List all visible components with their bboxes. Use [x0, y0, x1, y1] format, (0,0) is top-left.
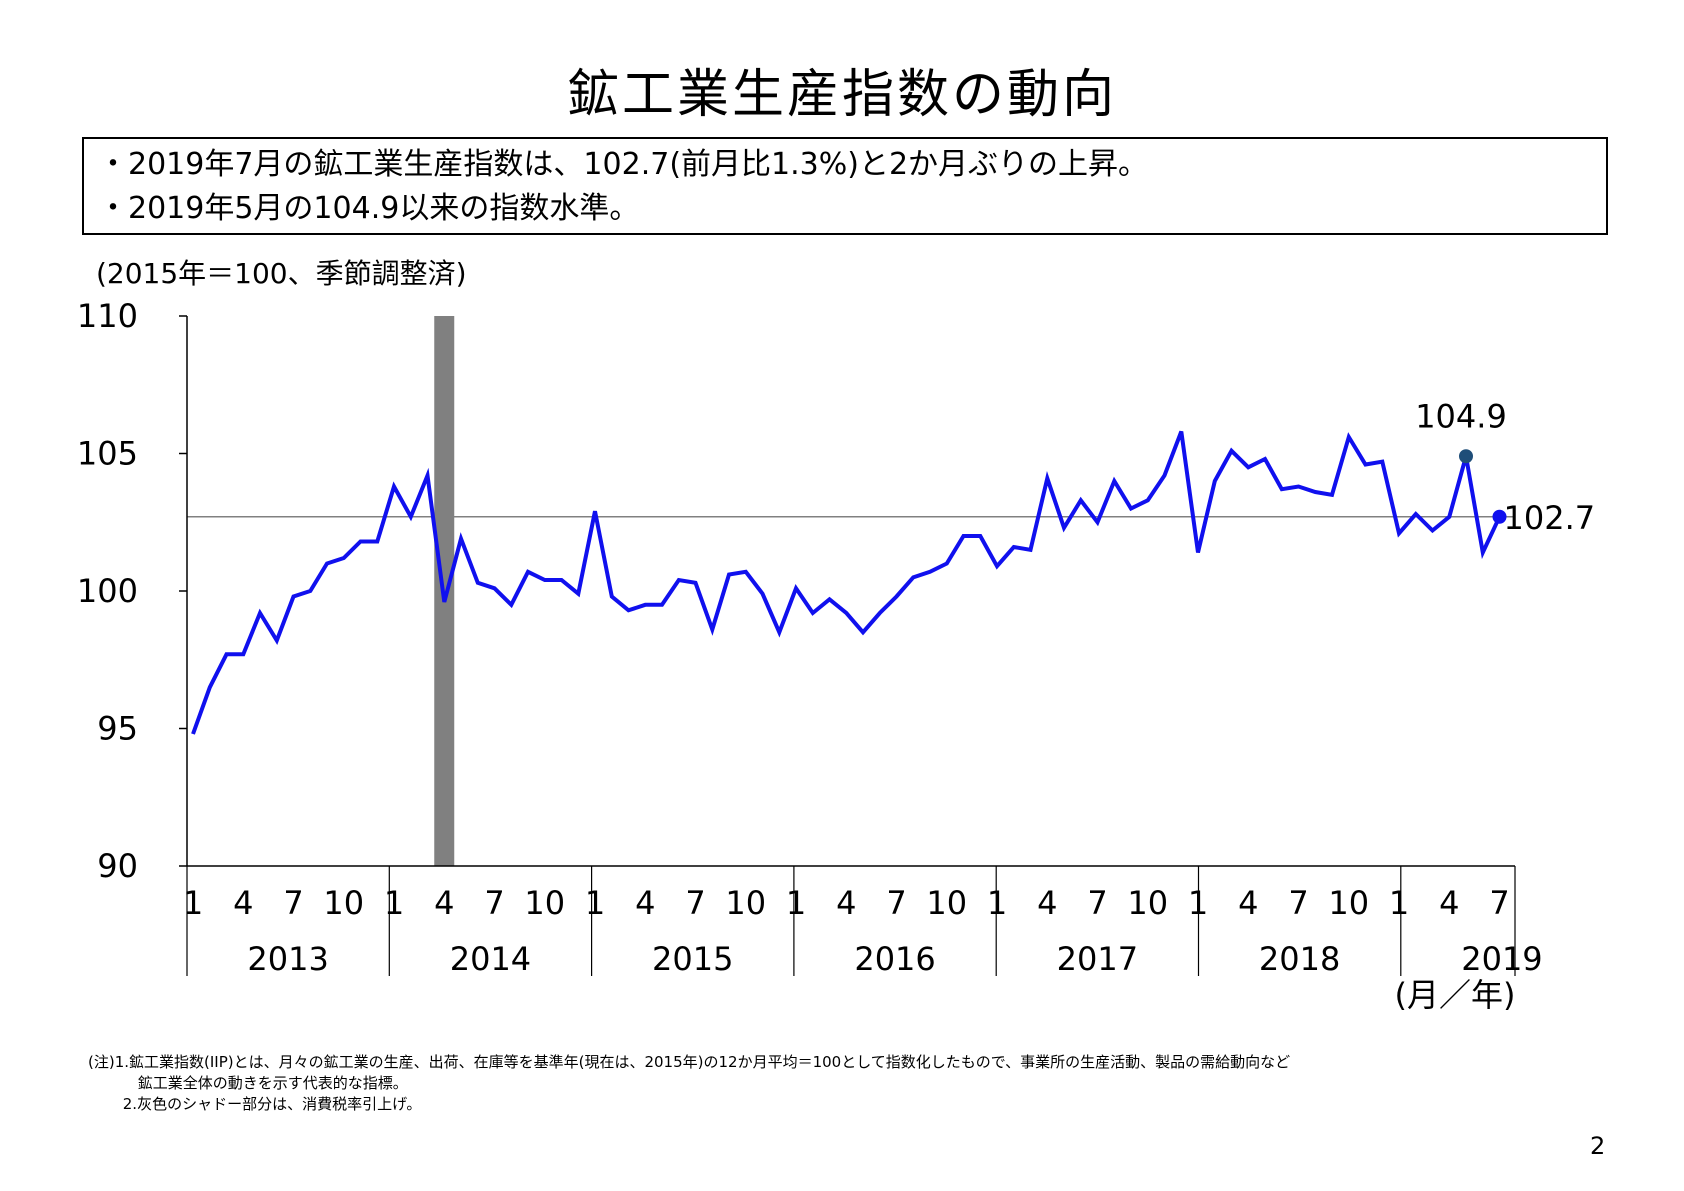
page-number: 2: [1590, 1132, 1606, 1160]
x-tick-label: 1: [987, 884, 1007, 922]
page-title: 鉱工業生産指数の動向: [566, 65, 1117, 125]
x-tick-label: 4: [233, 884, 253, 922]
x-tick-label: 1: [183, 884, 203, 922]
y-tick-label: 105: [77, 435, 138, 473]
data-point-marker: [1459, 449, 1473, 464]
x-tick-label: 4: [635, 884, 655, 922]
x-tick-label: 10: [1328, 884, 1369, 922]
y-tick-label: 90: [97, 847, 138, 885]
footnote-line: 2.灰色のシャドー部分は、消費税率引上げ。: [88, 1095, 422, 1113]
x-tick-label: 10: [926, 884, 967, 922]
x-tick-label: 7: [283, 884, 303, 922]
x-tick-label: 1: [1389, 884, 1409, 922]
x-year-label: 2017: [1057, 940, 1138, 978]
x-year-label: 2015: [652, 940, 733, 978]
x-tick-label: 7: [886, 884, 906, 922]
footnote-line: (注)1.鉱工業指数(IIP)とは、月々の鉱工業の生産、出荷、在庫等を基準年(現…: [88, 1053, 1291, 1071]
y-tick-label: 95: [97, 710, 138, 748]
x-year-label: 2016: [854, 940, 935, 978]
x-tick-label: 7: [685, 884, 705, 922]
x-tick-label: 1: [1188, 884, 1208, 922]
x-tick-label: 4: [836, 884, 856, 922]
x-tick-label: 7: [1489, 884, 1509, 922]
x-year-label: 2019: [1461, 940, 1542, 978]
x-tick-label: 4: [1439, 884, 1459, 922]
x-tick-label: 4: [1238, 884, 1258, 922]
x-tick-label: 1: [585, 884, 605, 922]
x-tick-label: 1: [786, 884, 806, 922]
x-year-label: 2018: [1259, 940, 1340, 978]
x-tick-label: 4: [434, 884, 454, 922]
x-tick-label: 1: [384, 884, 404, 922]
summary-line: ・2019年5月の104.9以来の指数水準。: [98, 191, 640, 226]
footnotes: (注)1.鉱工業指数(IIP)とは、月々の鉱工業の生産、出荷、在庫等を基準年(現…: [88, 1052, 1290, 1115]
x-tick-label: 7: [1288, 884, 1308, 922]
data-point-marker: [1492, 509, 1507, 524]
x-tick-label: 10: [725, 884, 766, 922]
y-tick-label: 110: [77, 297, 138, 335]
data-label: 104.9: [1415, 397, 1507, 435]
production-index-line: [191, 430, 1502, 735]
footnote-line: 鉱工業全体の動きを示す代表的な指標。: [88, 1074, 408, 1092]
data-label: 102.7: [1504, 499, 1596, 537]
x-year-label: 2013: [247, 940, 328, 978]
x-year-label: 2014: [450, 940, 531, 978]
unit-note: (2015年＝100、季節調整済): [96, 257, 467, 290]
x-tick-label: 7: [484, 884, 504, 922]
y-tick-label: 100: [77, 572, 138, 610]
summary-line: ・2019年7月の鉱工業生産指数は、102.7(前月比1.3%)と2か月ぶりの上…: [98, 147, 1149, 182]
x-tick-label: 7: [1087, 884, 1107, 922]
x-axis-unit: (月／年): [1395, 976, 1516, 1014]
x-tick-label: 10: [524, 884, 565, 922]
x-tick-label: 10: [1127, 884, 1168, 922]
x-tick-label: 4: [1037, 884, 1057, 922]
summary-box: ・2019年7月の鉱工業生産指数は、102.7(前月比1.3%)と2か月ぶりの上…: [82, 137, 1608, 235]
x-tick-label: 10: [323, 884, 364, 922]
